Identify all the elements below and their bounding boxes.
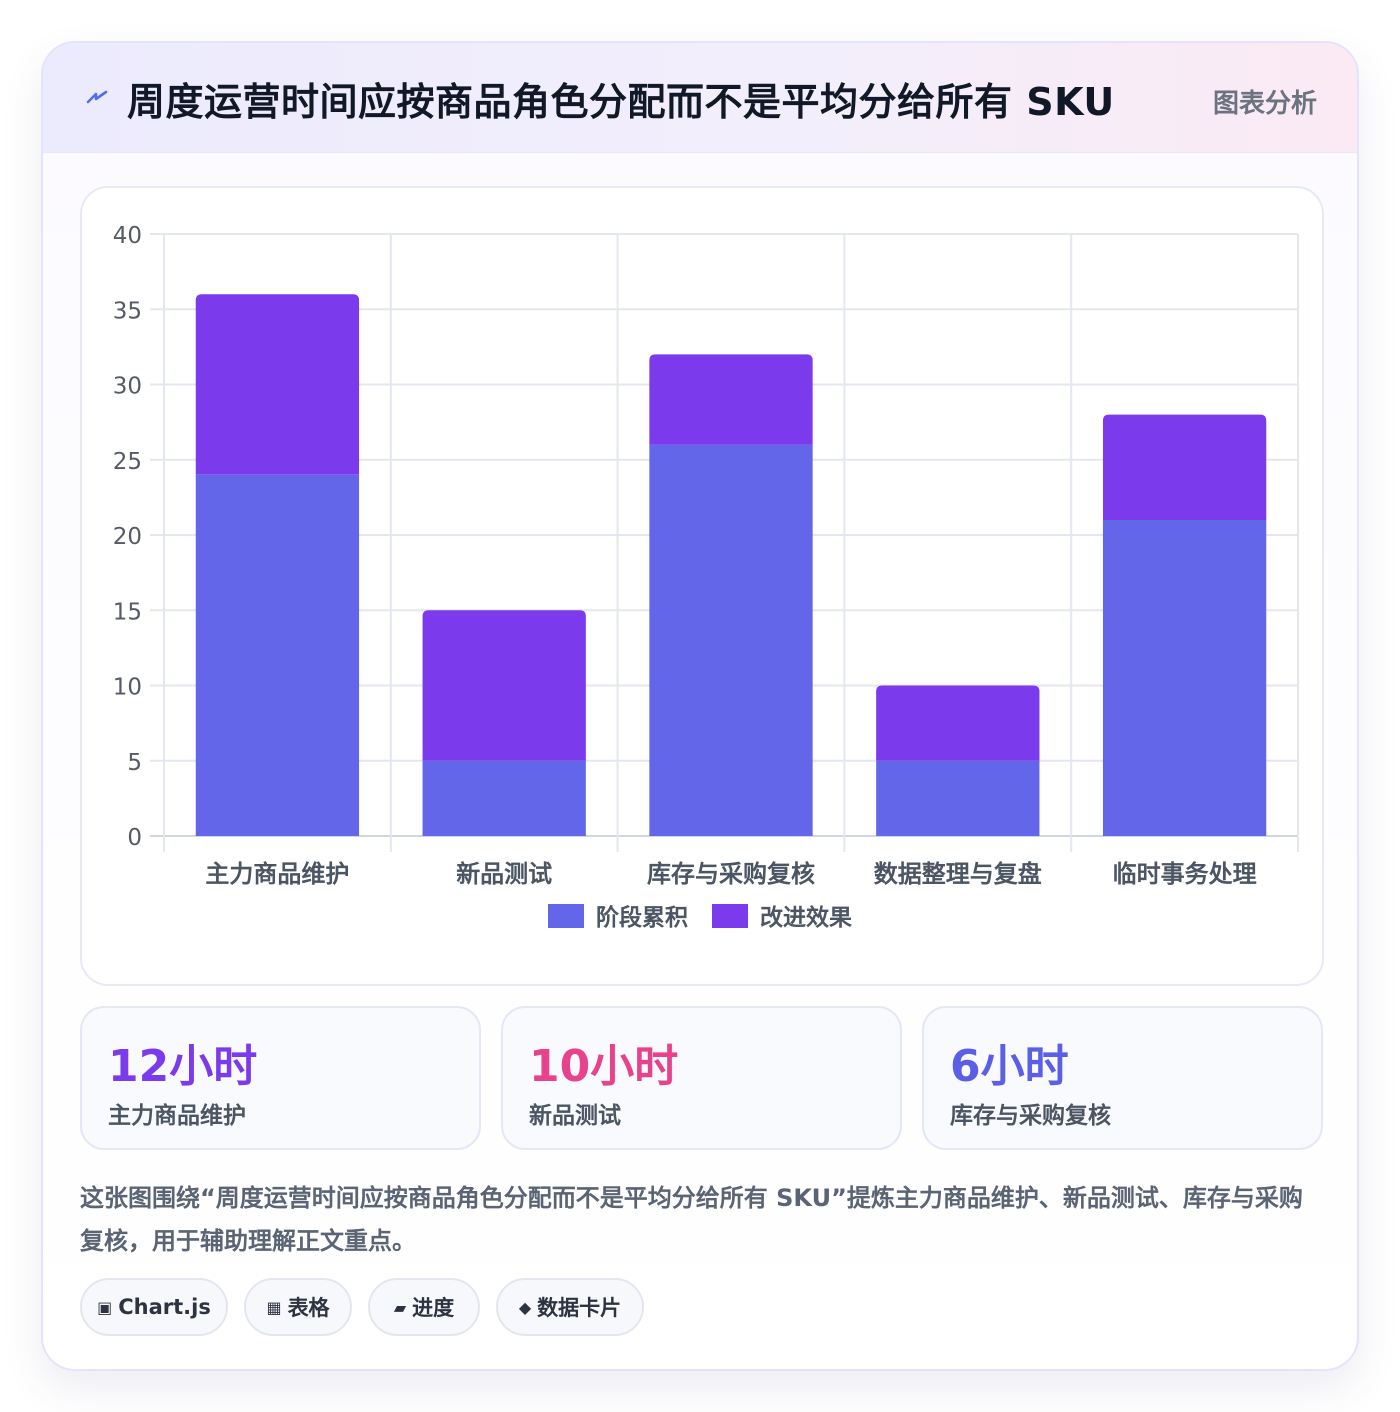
chip-list: ▣ Chart.js ▦ 表格 ▰ 进度 ◆ 数据卡片 (80, 1278, 880, 1336)
y-tick-label: 0 (127, 825, 142, 851)
card-header: 周度运营时间应按商品角色分配而不是平均分给所有 SKU 图表分析 (43, 43, 1357, 153)
bar-segment (1102, 414, 1267, 520)
stacked-bar-chart: 0 5 10 15 20 25 30 35 40 主力商品维护 新品测试 库存与采购复核 数据整理与复盘… (113, 223, 1299, 931)
stat-card: 12小时 主力商品维护 (80, 1006, 481, 1150)
y-tick-label: 10 (113, 675, 142, 701)
stat-card: 6小时 库存与采购复核 (922, 1006, 1323, 1150)
bar-segment (422, 610, 586, 761)
bar-segment (649, 354, 813, 445)
chart-panel: 0 5 10 15 20 25 30 35 40 主力商品维护 新品测试 库存与采购复核 数据整理与复盘… (80, 186, 1324, 986)
y-tick-label: 35 (113, 298, 142, 324)
x-tick-label: 库存与采购复核 (647, 860, 815, 888)
chip-label: 数据卡片 (537, 1296, 622, 1320)
y-tick-label: 40 (113, 223, 142, 249)
bolt-icon (86, 90, 108, 104)
bar-segment (195, 474, 360, 836)
bar-segment (876, 760, 1040, 836)
chip-data-card[interactable]: ◆ 数据卡片 (496, 1278, 644, 1336)
y-tick-label: 20 (113, 524, 142, 550)
legend-label: 改进效果 (760, 904, 852, 931)
chart-description: 这张图围绕“周度运营时间应按商品角色分配而不是平均分给所有 SKU”提炼主力商品… (80, 1184, 1303, 1255)
legend-swatch (548, 904, 584, 928)
stat-card: 10小时 新品测试 (501, 1006, 902, 1150)
progress-icon: ▰ (393, 1297, 407, 1317)
table-icon: ▦ (266, 1297, 282, 1317)
stats-row: 12小时 主力商品维护 10小时 新品测试 6小时 库存与采购复核 (80, 1006, 1324, 1150)
bar-segment (195, 294, 360, 475)
chip-label: 进度 (412, 1296, 455, 1320)
stat-value: 10小时 (529, 1041, 679, 1092)
stat-label: 主力商品维护 (108, 1103, 246, 1129)
diamond-icon: ◆ (518, 1297, 532, 1317)
chart-analysis-tag: 图表分析 (1212, 89, 1317, 119)
legend-label: 阶段累积 (596, 904, 688, 931)
chip-label: 表格 (287, 1296, 330, 1320)
chip-label: Chart.js (118, 1295, 211, 1319)
chart-card: 周度运营时间应按商品角色分配而不是平均分给所有 SKU 图表分析 0 5 10 15 2… (41, 41, 1359, 1371)
stat-value: 6小时 (950, 1041, 1069, 1092)
chip-table[interactable]: ▦ 表格 (244, 1278, 352, 1336)
stat-value: 12小时 (108, 1041, 258, 1092)
y-tick-label: 5 (127, 750, 142, 776)
chart-icon: ▣ (97, 1297, 113, 1317)
y-tick-label: 30 (113, 374, 142, 400)
x-tick-label: 主力商品维护 (205, 860, 349, 888)
x-tick-label: 临时事务处理 (1113, 860, 1257, 888)
chip-progress[interactable]: ▰ 进度 (368, 1278, 480, 1336)
y-tick-label: 25 (113, 449, 142, 475)
stat-label: 新品测试 (529, 1103, 621, 1129)
chip-chartjs[interactable]: ▣ Chart.js (80, 1278, 228, 1336)
x-tick-label: 数据整理与复盘 (874, 860, 1042, 888)
y-tick-label: 15 (113, 599, 142, 625)
page-title: 周度运营时间应按商品角色分配而不是平均分给所有 SKU (127, 80, 1115, 124)
x-tick-label: 新品测试 (456, 860, 552, 888)
stat-label: 库存与采购复核 (950, 1103, 1111, 1129)
bar-segment (1102, 519, 1267, 836)
bar-segment (649, 444, 813, 836)
bar-segment (422, 760, 586, 836)
legend-swatch (712, 904, 748, 928)
bar-segment (876, 685, 1040, 761)
